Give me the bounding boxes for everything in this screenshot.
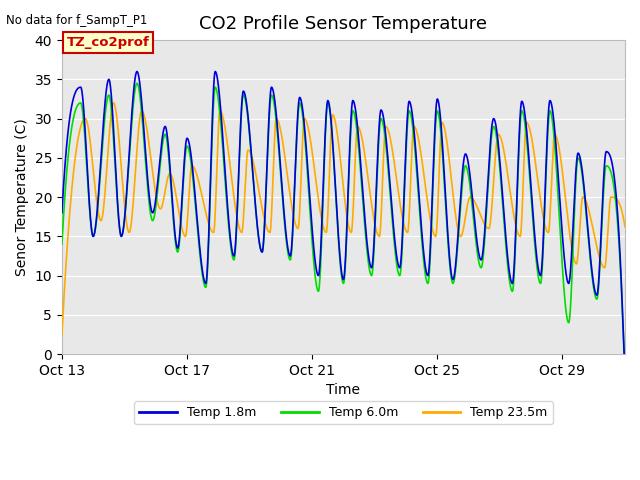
Y-axis label: Senor Temperature (C): Senor Temperature (C): [15, 118, 29, 276]
Text: TZ_co2prof: TZ_co2prof: [67, 36, 150, 49]
Title: CO2 Profile Sensor Temperature: CO2 Profile Sensor Temperature: [200, 15, 488, 33]
X-axis label: Time: Time: [326, 384, 360, 397]
Text: No data for f_SampT_P1: No data for f_SampT_P1: [6, 14, 148, 27]
Legend: Temp 1.8m, Temp 6.0m, Temp 23.5m: Temp 1.8m, Temp 6.0m, Temp 23.5m: [134, 401, 553, 424]
